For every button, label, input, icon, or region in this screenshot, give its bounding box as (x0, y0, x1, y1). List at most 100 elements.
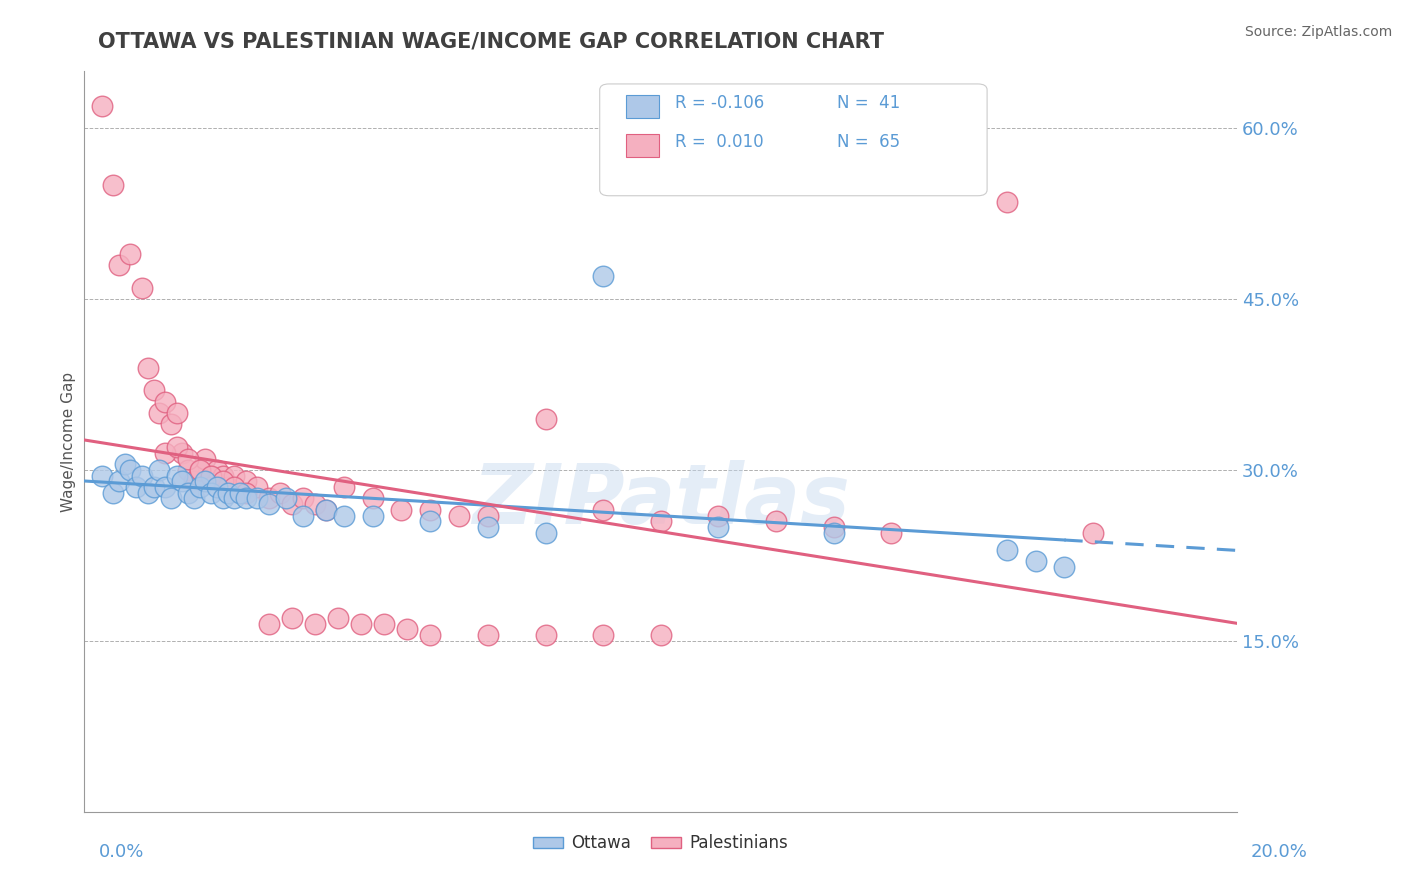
Point (534, 525, 557, 540)
Text: N =  65: N = 65 (837, 133, 900, 151)
Point (419, 514, 441, 528)
Point (477, 520, 499, 534)
Point (194, 475, 217, 489)
Text: N =  41: N = 41 (837, 95, 900, 112)
Point (246, 491, 269, 506)
Point (995, 542, 1018, 557)
Point (235, 475, 257, 489)
Point (396, 623, 419, 637)
Point (276, 491, 298, 506)
Point (136, 360, 159, 375)
Point (166, 440, 188, 454)
Point (419, 503, 441, 517)
Point (765, 514, 787, 528)
Text: OTTAWA VS PALESTINIAN WAGE/INCOME GAP CORRELATION CHART: OTTAWA VS PALESTINIAN WAGE/INCOME GAP CO… (98, 31, 884, 51)
Point (90, 98, 112, 112)
Point (880, 525, 903, 540)
Point (205, 480, 228, 494)
Point (142, 480, 165, 494)
Point (373, 616, 395, 631)
Point (125, 480, 148, 494)
Point (235, 485, 257, 500)
Point (534, 628, 557, 642)
Point (707, 520, 730, 534)
Point (257, 497, 280, 511)
Y-axis label: Wage/Income Gap: Wage/Income Gap (60, 371, 76, 512)
Point (120, 246, 142, 260)
Point (333, 480, 356, 494)
Point (246, 480, 269, 494)
Point (114, 458, 136, 472)
Text: ZIPatlas: ZIPatlas (472, 460, 849, 541)
Point (90, 468, 112, 483)
Point (188, 463, 211, 477)
Point (153, 480, 176, 494)
Point (142, 384, 165, 398)
Point (131, 281, 153, 295)
Point (211, 491, 233, 506)
Point (183, 475, 205, 489)
Point (823, 525, 845, 540)
Legend: Ottawa, Palestinians: Ottawa, Palestinians (526, 828, 796, 859)
Text: R =  0.010: R = 0.010 (675, 133, 763, 151)
Point (1053, 559, 1076, 574)
Text: 20.0%: 20.0% (1251, 843, 1308, 861)
Point (1083, 525, 1105, 540)
Point (160, 417, 183, 432)
Point (333, 508, 356, 523)
Point (108, 475, 131, 489)
FancyBboxPatch shape (626, 134, 658, 156)
Point (188, 480, 211, 494)
Text: Source: ZipAtlas.com: Source: ZipAtlas.com (1244, 25, 1392, 39)
Point (650, 514, 672, 528)
Point (172, 475, 194, 489)
Point (315, 503, 337, 517)
Point (269, 485, 291, 500)
Point (707, 508, 730, 523)
Point (477, 508, 499, 523)
Point (281, 611, 304, 625)
Point (995, 195, 1018, 210)
Point (136, 485, 159, 500)
Point (229, 485, 252, 500)
Point (148, 463, 170, 477)
Point (1025, 554, 1047, 568)
Point (153, 394, 176, 409)
Point (292, 491, 315, 506)
Point (177, 451, 200, 466)
Point (449, 508, 471, 523)
Point (224, 480, 246, 494)
FancyBboxPatch shape (600, 84, 987, 195)
Point (200, 468, 222, 483)
Point (188, 463, 211, 477)
FancyBboxPatch shape (626, 95, 658, 118)
Point (361, 491, 384, 506)
Point (177, 485, 200, 500)
Point (315, 503, 337, 517)
Point (304, 497, 326, 511)
Point (224, 468, 246, 483)
Point (419, 628, 441, 642)
Point (592, 503, 614, 517)
Point (172, 446, 194, 460)
Point (257, 491, 280, 506)
Point (183, 491, 205, 506)
Point (592, 269, 614, 284)
Point (391, 503, 413, 517)
Point (292, 508, 315, 523)
Point (235, 491, 257, 506)
Point (477, 628, 499, 642)
Point (304, 616, 326, 631)
Point (166, 406, 188, 420)
Point (211, 468, 233, 483)
Point (218, 485, 240, 500)
Point (257, 616, 280, 631)
Point (120, 463, 142, 477)
Point (650, 628, 672, 642)
Point (166, 468, 188, 483)
Point (281, 497, 304, 511)
Point (177, 463, 200, 477)
Point (211, 475, 233, 489)
Point (160, 491, 183, 506)
Point (218, 480, 240, 494)
